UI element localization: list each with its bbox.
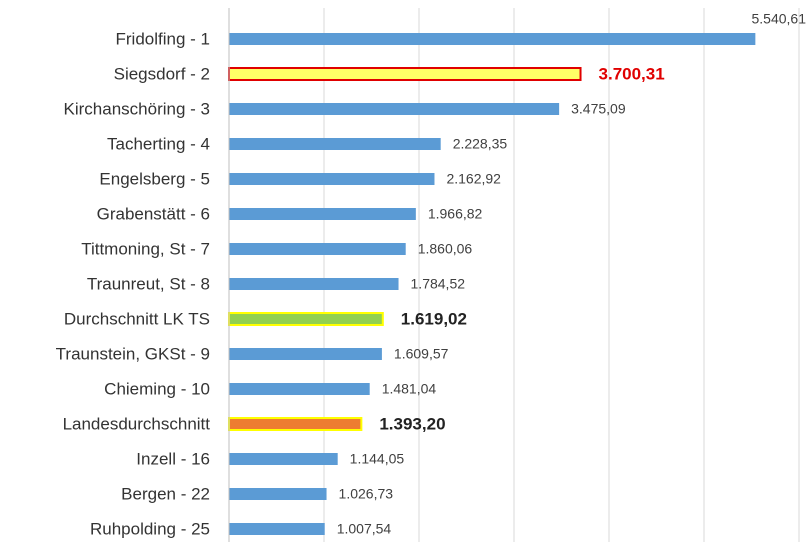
value-label: 1.619,02 <box>401 309 467 328</box>
bar <box>229 138 441 150</box>
value-label: 1.860,06 <box>418 241 473 257</box>
bar <box>228 312 384 326</box>
bar <box>229 383 370 395</box>
bar <box>229 348 382 360</box>
category-label: Durchschnitt LK TS <box>64 309 210 328</box>
value-label: 1.609,57 <box>394 346 449 362</box>
value-label: 1.784,52 <box>411 276 466 292</box>
bar <box>229 208 416 220</box>
value-label: 2.228,35 <box>453 136 508 152</box>
value-label: 1.026,73 <box>339 486 394 502</box>
category-label: Engelsberg - 5 <box>99 169 210 188</box>
category-label: Bergen - 22 <box>121 484 210 503</box>
category-label: Traunreut, St - 8 <box>87 274 210 293</box>
value-label: 1.966,82 <box>428 206 483 222</box>
bar <box>229 173 435 185</box>
category-label: Grabenstätt - 6 <box>97 204 210 223</box>
category-label: Landesdurchschnitt <box>63 414 211 433</box>
category-label: Tittmoning, St - 7 <box>81 239 210 258</box>
value-label: 2.162,92 <box>446 171 501 187</box>
category-label: Kirchanschöring - 3 <box>64 99 210 118</box>
category-label: Siegsdorf - 2 <box>114 64 210 83</box>
category-label: Inzell - 16 <box>136 449 210 468</box>
bar <box>229 33 756 45</box>
category-label: Tacherting - 4 <box>107 134 210 153</box>
bar <box>228 417 363 431</box>
value-label: 1.144,05 <box>350 451 405 467</box>
value-label: 1.393,20 <box>379 414 445 433</box>
value-label: 5.540,61 <box>752 11 807 27</box>
bar <box>229 488 327 500</box>
bar <box>229 103 560 115</box>
value-label: 1.007,54 <box>337 521 392 537</box>
bar <box>229 523 325 535</box>
category-label: Traunstein, GKSt - 9 <box>56 344 210 363</box>
category-label: Ruhpolding - 25 <box>90 519 210 538</box>
bar <box>229 278 399 290</box>
value-label: 3.475,09 <box>571 101 626 117</box>
category-label: Chieming - 10 <box>104 379 210 398</box>
value-label: 3.700,31 <box>599 64 665 83</box>
category-label: Fridolfing - 1 <box>116 29 210 48</box>
bar <box>229 243 406 255</box>
bar <box>228 67 582 81</box>
bar <box>229 453 338 465</box>
value-label: 1.481,04 <box>382 381 437 397</box>
